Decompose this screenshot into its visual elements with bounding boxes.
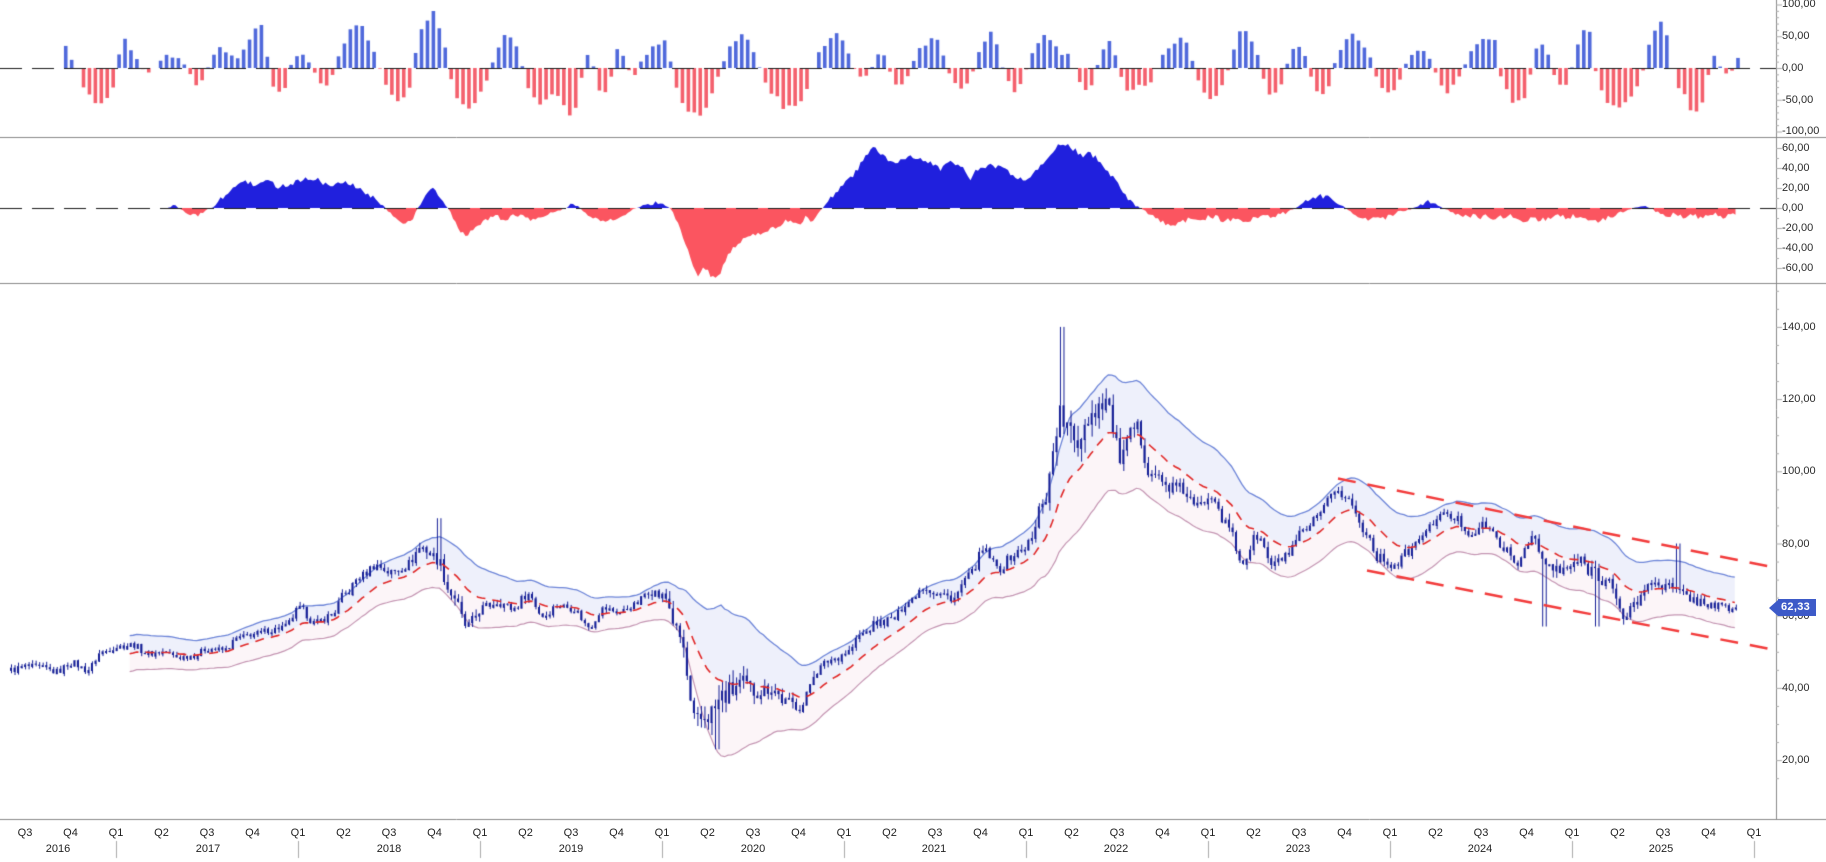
y-axis-label: 40,00 xyxy=(1782,162,1810,174)
x-axis-year-label: 2017 xyxy=(195,843,221,855)
y-axis-label: 100,00 xyxy=(1782,0,1816,10)
x-axis-quarter-label: Q3 xyxy=(1473,827,1489,839)
y-axis-label: 50,00 xyxy=(1782,30,1810,42)
x-axis-quarter-label: Q2 xyxy=(336,827,351,839)
y-axis-label: -50,00 xyxy=(1782,94,1814,106)
y-axis-label: 140,00 xyxy=(1782,321,1816,333)
x-axis-quarter-label: Q3 xyxy=(1291,827,1307,839)
x-axis-quarter-label: Q1 xyxy=(472,827,488,839)
y-axis-label: 40,00 xyxy=(1782,682,1810,694)
x-axis-quarter-label: Q4 xyxy=(609,827,624,839)
x-axis-quarter-label: Q3 xyxy=(17,827,33,839)
x-axis-quarter-label: Q1 xyxy=(654,827,670,839)
x-axis-quarter-label: Q4 xyxy=(63,827,78,839)
x-axis-year-label: 2021 xyxy=(921,843,947,855)
y-axis-label: 100,00 xyxy=(1782,465,1816,477)
x-axis-quarter-label: Q2 xyxy=(1428,827,1443,839)
y-axis-label: -40,00 xyxy=(1782,242,1814,254)
x-axis-year-label: 2025 xyxy=(1648,843,1674,855)
x-axis-quarter-label: Q2 xyxy=(154,827,169,839)
x-axis-quarter-label: Q4 xyxy=(973,827,988,839)
x-axis-quarter-label: Q4 xyxy=(427,827,442,839)
x-axis-year-label: 2019 xyxy=(558,843,584,855)
x-axis-quarter-label: Q3 xyxy=(1109,827,1125,839)
x-axis-quarter-label: Q4 xyxy=(791,827,806,839)
x-axis-year-label: 2016 xyxy=(45,843,71,855)
x-axis-year-label: 2022 xyxy=(1103,843,1129,855)
x-axis-quarter-label: Q1 xyxy=(108,827,124,839)
y-axis-label: 0,00 xyxy=(1782,202,1804,214)
x-axis-quarter-label: Q4 xyxy=(245,827,260,839)
y-axis-label: 60,00 xyxy=(1782,142,1810,154)
x-axis-quarter-label: Q1 xyxy=(1382,827,1398,839)
x-axis-quarter-label: Q2 xyxy=(518,827,533,839)
x-axis-quarter-label: Q2 xyxy=(700,827,715,839)
x-axis-quarter-label: Q4 xyxy=(1519,827,1534,839)
x-axis-quarter-label: Q3 xyxy=(563,827,579,839)
y-axis-label: -20,00 xyxy=(1782,222,1814,234)
y-axis-label: -60,00 xyxy=(1782,262,1814,274)
x-axis-quarter-label: Q4 xyxy=(1337,827,1352,839)
x-axis-quarter-label: Q3 xyxy=(199,827,215,839)
price-tag-arrow-icon xyxy=(1769,599,1778,616)
x-axis-quarter-label: Q2 xyxy=(882,827,897,839)
x-axis-quarter-label: Q1 xyxy=(290,827,306,839)
price-tag-value: 62,33 xyxy=(1778,599,1817,616)
x-axis-year-label: 2018 xyxy=(376,843,402,855)
x-axis-quarter-label: Q1 xyxy=(1200,827,1216,839)
y-axis-label: 120,00 xyxy=(1782,393,1816,405)
x-axis-quarter-label: Q1 xyxy=(1746,827,1762,839)
x-axis-quarter-label: Q1 xyxy=(1564,827,1580,839)
y-axis-label: 80,00 xyxy=(1782,538,1810,550)
x-axis-quarter-label: Q2 xyxy=(1610,827,1625,839)
price-tag: 62,33 xyxy=(1769,599,1817,616)
x-axis-quarter-label: Q1 xyxy=(1018,827,1034,839)
x-axis-year-label: 2020 xyxy=(740,843,766,855)
y-axis-label: 20,00 xyxy=(1782,754,1810,766)
y-axis-label: -100,00 xyxy=(1782,125,1820,137)
x-axis-quarter-label: Q2 xyxy=(1246,827,1261,839)
x-axis-quarter-label: Q2 xyxy=(1064,827,1079,839)
x-axis-quarter-label: Q4 xyxy=(1155,827,1170,839)
x-axis-quarter-label: Q3 xyxy=(745,827,761,839)
x-axis-year-label: 2024 xyxy=(1467,843,1493,855)
x-axis-quarter-label: Q3 xyxy=(927,827,943,839)
x-axis-quarter-label: Q3 xyxy=(1655,827,1671,839)
y-axis-label: 0,00 xyxy=(1782,62,1804,74)
x-axis-year-label: 2023 xyxy=(1285,843,1311,855)
x-axis-quarter-label: Q4 xyxy=(1701,827,1716,839)
x-axis-quarter-label: Q1 xyxy=(836,827,852,839)
y-axis-label: 20,00 xyxy=(1782,182,1810,194)
x-axis-quarter-label: Q3 xyxy=(381,827,397,839)
